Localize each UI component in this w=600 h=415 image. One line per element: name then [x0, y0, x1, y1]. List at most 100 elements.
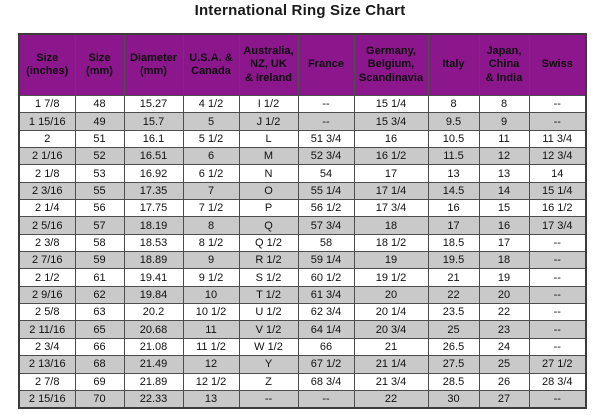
table-cell: 15 1/4	[353, 94, 429, 114]
table-cell: 62 3/4	[297, 303, 355, 322]
table-row: 2 3/8 58 18.53 8 1/2 Q 1/2 58 18 1/2 18.5 17 --	[18, 233, 587, 253]
table-cell: 17	[478, 233, 530, 253]
table-cell: 2 15/16	[18, 389, 76, 409]
table-cell: 28.5	[427, 372, 480, 391]
table-cell: 17 1/4	[353, 181, 429, 201]
table-cell: 62	[74, 285, 125, 305]
table-cell: 28 3/4	[528, 372, 587, 391]
table-cell: 9 1/2	[182, 268, 240, 287]
table-cell: --	[528, 303, 587, 322]
table-cell: 58	[297, 233, 355, 253]
table-cell: 18.53	[123, 233, 184, 253]
table-body: 1 7/8 48 15.27 4 1/2 I 1/2 -- 15 1/4 8 8 -- 1 15/1…	[18, 94, 587, 409]
table-row: 2 1/16 52 16.51 6 M 52 3/4 16 1/2 11.5 12 12 3/4	[18, 147, 587, 166]
table-row: 2 5/16 57 18.19 8 Q 57 3/4 18 17 16 17 3/4	[18, 216, 587, 235]
table-cell: --	[528, 251, 587, 270]
header-cell: Japan, China & India	[478, 33, 530, 96]
table-cell: 14.5	[427, 181, 480, 201]
table-cell: 17	[353, 164, 429, 183]
table-cell: 16	[353, 129, 429, 149]
table-cell: 19.41	[123, 268, 184, 287]
table-cell: 52 3/4	[297, 147, 355, 166]
table-cell: 14	[478, 181, 530, 201]
table-cell: 17.75	[123, 199, 184, 218]
table-cell: 69	[74, 372, 125, 391]
table-cell: 8	[427, 94, 480, 114]
table-cell: 59 1/4	[297, 251, 355, 270]
table-cell: --	[297, 112, 355, 131]
table-row: 2 9/16 62 19.84 10 T 1/2 61 3/4 20 22 20 --	[18, 285, 587, 305]
table-cell: 19 1/2	[353, 268, 429, 287]
table-cell: 11	[478, 129, 530, 149]
table-cell: 7	[182, 181, 240, 201]
table-cell: 8	[478, 94, 530, 114]
table-cell: L	[238, 129, 299, 149]
table-cell: 51	[74, 129, 125, 149]
table-cell: 23.5	[427, 303, 480, 322]
table-cell: 22	[478, 303, 530, 322]
table-cell: 21	[353, 337, 429, 357]
table-cell: 25	[478, 355, 530, 374]
table-cell: 22.33	[123, 389, 184, 409]
table-cell: 12 3/4	[528, 147, 587, 166]
table-cell: 10 1/2	[182, 303, 240, 322]
table-cell: 70	[74, 389, 125, 409]
table-cell: 5	[182, 112, 240, 131]
table-cell: 23	[478, 320, 530, 339]
table-cell: 30	[427, 389, 480, 409]
header-cell: France	[297, 33, 355, 96]
table-cell: 20 1/4	[353, 303, 429, 322]
table-cell: 19	[478, 268, 530, 287]
table-cell: 15 1/4	[528, 181, 587, 201]
table-cell: --	[528, 268, 587, 287]
table-cell: 13	[478, 164, 530, 183]
table-cell: 20	[478, 285, 530, 305]
table-row: 2 1/8 53 16.92 6 1/2 N 54 17 13 13 14	[18, 164, 587, 183]
table-row: 2 7/16 59 18.89 9 R 1/2 59 1/4 19 19.5 18 --	[18, 251, 587, 270]
table-cell: 17 3/4	[528, 216, 587, 235]
table-cell: 15 3/4	[353, 112, 429, 131]
table-cell: 27	[478, 389, 530, 409]
table-cell: 16 1/2	[353, 147, 429, 166]
table-cell: Y	[238, 355, 299, 374]
table-cell: Q	[238, 216, 299, 235]
table-cell: 11	[182, 320, 240, 339]
table-cell: 61 3/4	[297, 285, 355, 305]
table-cell: 20.68	[123, 320, 184, 339]
table-cell: 11 1/2	[182, 337, 240, 357]
header-cell: Diameter (mm)	[123, 33, 184, 96]
table-cell: 11.5	[427, 147, 480, 166]
table-cell: 52	[74, 147, 125, 166]
table-cell: 56	[74, 199, 125, 218]
table-cell: 2 3/16	[18, 181, 76, 201]
table-cell: 20.2	[123, 303, 184, 322]
table-cell: 16	[427, 199, 480, 218]
table-cell: 65	[74, 320, 125, 339]
table-cell: 2 1/8	[18, 164, 76, 183]
table-cell: 12	[478, 147, 530, 166]
table-cell: 66	[297, 337, 355, 357]
table-row: 2 3/16 55 17.35 7 O 55 1/4 17 1/4 14.5 14 15 1/4	[18, 181, 587, 201]
table-cell: 13	[427, 164, 480, 183]
table-cell: 2 1/16	[18, 147, 76, 166]
table-cell: 57	[74, 216, 125, 235]
table-row: 2 5/8 63 20.2 10 1/2 U 1/2 62 3/4 20 1/4 23.5 22…	[18, 303, 587, 322]
table-row: 2 51 16.1 5 1/2 L 51 3/4 16 10.5 11 11 3/4	[18, 129, 587, 149]
table-row: 2 7/8 69 21.89 12 1/2 Z 68 3/4 21 3/4 28.5 26 28 …	[18, 372, 587, 391]
table-cell: 22	[427, 285, 480, 305]
table-cell: 27.5	[427, 355, 480, 374]
table-cell: 2 7/16	[18, 251, 76, 270]
table-row: 2 15/16 70 22.33 13 -- -- 22 30 27 --	[18, 389, 587, 409]
table-cell: 18	[478, 251, 530, 270]
page-title: International Ring Size Chart	[194, 2, 406, 19]
table-cell: 18.89	[123, 251, 184, 270]
table-cell: 20 3/4	[353, 320, 429, 339]
table-cell: 9	[182, 251, 240, 270]
table-cell: 18	[353, 216, 429, 235]
table-cell: 63	[74, 303, 125, 322]
table-cell: Q 1/2	[238, 233, 299, 253]
table-cell: 18.19	[123, 216, 184, 235]
table-cell: 2 3/4	[18, 337, 76, 357]
table-cell: 61	[74, 268, 125, 287]
table-cell: 24	[478, 337, 530, 357]
